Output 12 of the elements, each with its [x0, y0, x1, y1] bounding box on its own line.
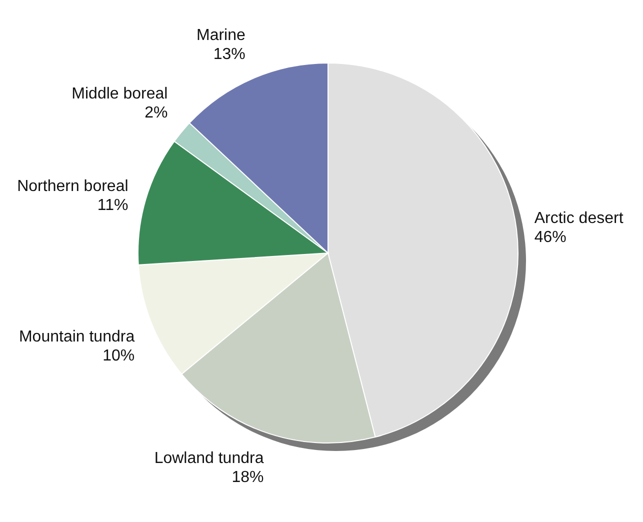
data-label: 18%	[232, 468, 264, 486]
data-label: 46%	[534, 228, 566, 246]
slice-label: Middle boreal	[72, 85, 168, 102]
data-label: 10%	[102, 348, 135, 365]
slice-label: Northern boreal	[17, 178, 128, 195]
slice-label: Arctic desert	[534, 210, 624, 227]
data-label: 13%	[213, 46, 246, 64]
slice-label: Marine	[196, 27, 246, 44]
slice-label: Lowland tundra	[154, 450, 264, 467]
data-label: 2%	[144, 104, 168, 122]
data-label: 11%	[97, 196, 128, 214]
slice-label: Mountain tundra	[18, 328, 135, 346]
